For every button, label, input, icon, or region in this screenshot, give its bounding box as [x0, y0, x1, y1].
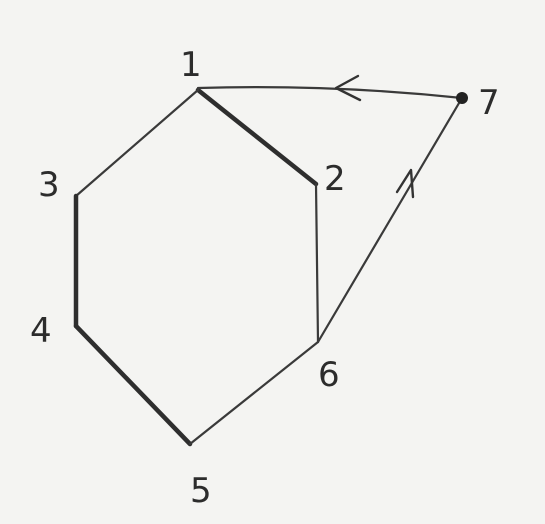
edge-5-6: [188, 340, 320, 446]
arrowhead-7-1: [334, 74, 362, 102]
edge-7-1: [196, 86, 464, 100]
arrowhead-6-7: [395, 168, 415, 199]
node-label-6: 6: [318, 355, 340, 395]
node-label-5: 5: [190, 471, 212, 511]
node-label-4: 4: [30, 311, 52, 351]
edge-6-7: [316, 96, 464, 344]
edge-2-6: [314, 182, 320, 344]
edge-4-5: [73, 323, 193, 447]
node-label-2: 2: [324, 159, 346, 199]
edge-1-3: [74, 88, 200, 198]
node-7-dot: [456, 92, 468, 104]
node-label-3: 3: [38, 165, 60, 205]
node-label-1: 1: [180, 45, 202, 85]
node-label-7: 7: [478, 83, 500, 123]
edge-1-2: [195, 87, 319, 187]
